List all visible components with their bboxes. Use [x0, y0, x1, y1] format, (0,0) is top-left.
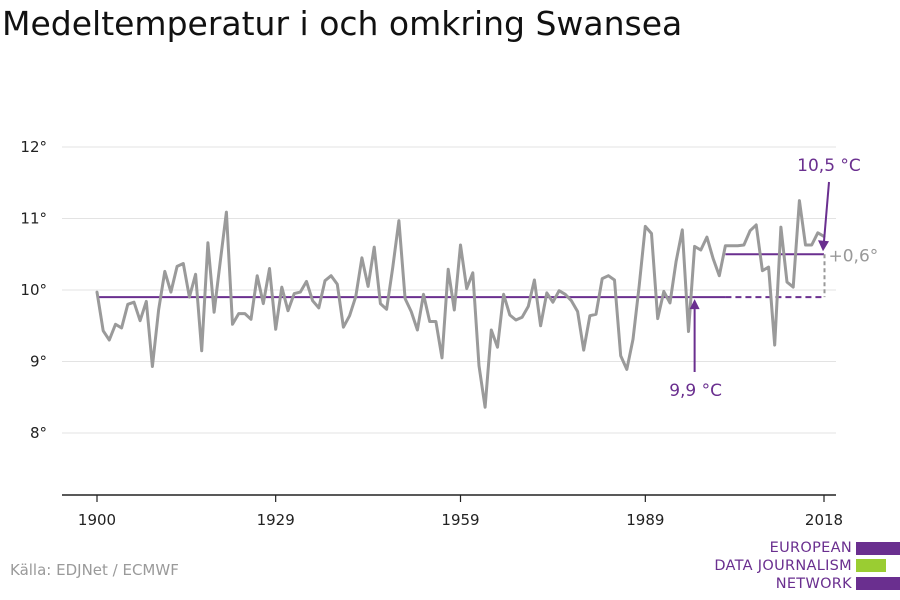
- baseline-mean-label: 9,9 °C: [669, 381, 722, 401]
- baseline-arrow-head: [689, 299, 700, 310]
- y-tick-label-8: 8°: [30, 424, 47, 442]
- y-tick-label-9: 9°: [30, 353, 47, 371]
- temperature-series-line: [95, 199, 826, 409]
- x-tick-label-1929: 1929: [257, 511, 295, 529]
- edjnet-logo[interactable]: EUROPEAN DATA JOURNALISM NETWORK: [700, 540, 900, 596]
- recent-arrow-head: [818, 240, 829, 252]
- y-axis-ticks: 8° 9° 10° 11° 12°: [20, 138, 47, 442]
- logo-bar-purple-bottom: [856, 577, 900, 590]
- y-tick-label-12: 12°: [20, 138, 47, 156]
- chart-title: Medeltemperatur i och omkring Swansea: [2, 4, 683, 43]
- logo-bar-purple-top: [856, 542, 900, 555]
- logo-line-3: NETWORK: [775, 576, 852, 592]
- source-note: Källa: EDJNet / ECMWF: [10, 561, 179, 579]
- reference-lines: [97, 253, 824, 299]
- logo-bar-green: [856, 559, 886, 572]
- x-axis: 1900 1929 1959 1989 2018: [62, 494, 843, 529]
- y-tick-label-11: 11°: [20, 210, 47, 228]
- x-tick-label-1900: 1900: [78, 511, 116, 529]
- x-tick-label-1959: 1959: [441, 511, 479, 529]
- x-tick-label-2018: 2018: [805, 511, 843, 529]
- difference-label: +0,6°: [829, 247, 879, 267]
- logo-line-1: EUROPEAN: [769, 540, 852, 556]
- y-tick-label-10: 10°: [20, 281, 47, 299]
- recent-mean-label: 10,5 °C: [797, 156, 861, 176]
- recent-arrow-shaft: [823, 181, 830, 242]
- logo-line-2: DATA JOURNALISM: [714, 558, 852, 574]
- x-tick-label-1989: 1989: [626, 511, 664, 529]
- annotations: +0,6° 9,9 °C 10,5 °C: [669, 156, 878, 401]
- series: [95, 199, 826, 409]
